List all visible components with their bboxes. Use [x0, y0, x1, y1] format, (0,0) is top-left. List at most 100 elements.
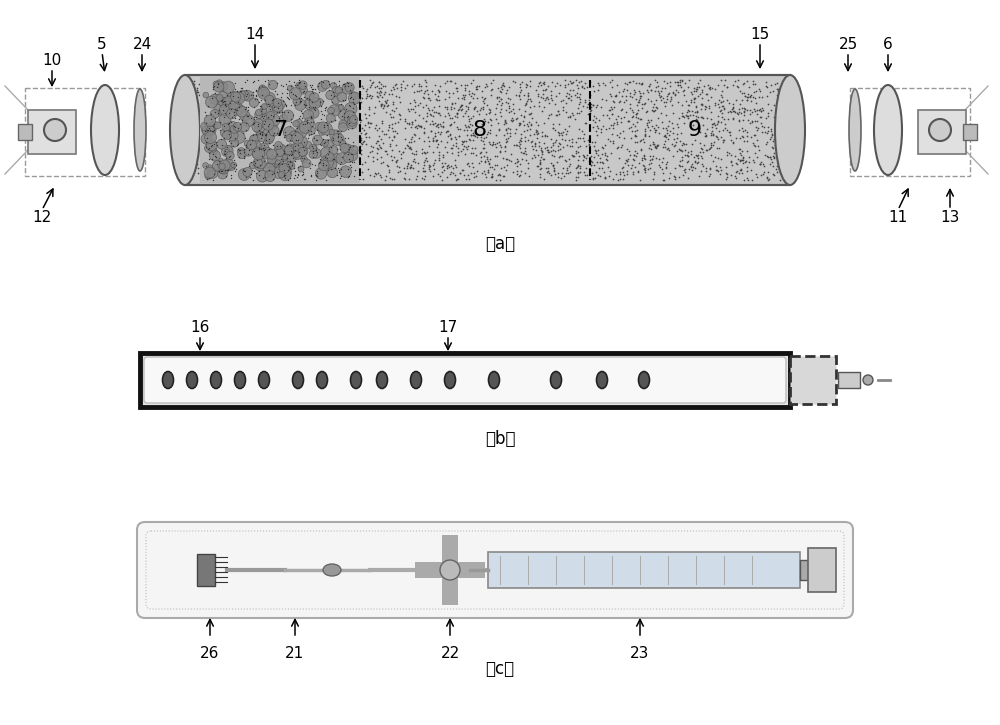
Point	[512, 82, 528, 94]
Point	[732, 132, 748, 144]
Point	[227, 83, 243, 95]
Point	[497, 141, 513, 152]
Point	[611, 96, 627, 108]
Point	[691, 170, 707, 182]
Point	[246, 97, 262, 109]
Point	[529, 133, 545, 144]
Point	[421, 104, 437, 115]
Point	[288, 117, 304, 128]
Point	[651, 89, 667, 101]
Point	[684, 105, 700, 117]
Point	[219, 145, 235, 157]
Point	[208, 78, 224, 90]
Point	[292, 160, 308, 171]
Point	[632, 92, 648, 104]
Point	[291, 112, 307, 123]
Point	[739, 91, 755, 103]
Point	[556, 170, 572, 181]
Point	[375, 102, 391, 114]
Point	[546, 162, 562, 173]
Point	[459, 80, 475, 91]
Point	[554, 133, 570, 144]
Point	[679, 107, 695, 118]
Point	[449, 121, 465, 133]
Point	[460, 101, 476, 112]
Point	[254, 128, 270, 140]
Point	[616, 83, 632, 95]
Point	[544, 149, 560, 160]
Point	[252, 100, 268, 112]
Point	[704, 125, 720, 137]
Point	[430, 138, 446, 149]
Point	[292, 96, 308, 108]
Point	[674, 107, 690, 118]
Point	[580, 134, 596, 146]
Point	[343, 162, 359, 174]
Point	[469, 165, 485, 177]
Point	[253, 100, 269, 112]
Point	[261, 168, 277, 180]
Point	[218, 139, 234, 151]
Point	[271, 98, 287, 109]
Point	[256, 107, 272, 118]
Point	[407, 96, 423, 108]
Point	[339, 77, 355, 88]
Point	[422, 118, 438, 130]
Point	[266, 101, 282, 112]
Point	[294, 170, 310, 181]
Point	[485, 74, 501, 86]
Point	[649, 139, 665, 151]
Point	[212, 166, 228, 178]
Point	[508, 88, 524, 100]
Point	[343, 125, 359, 137]
Point	[376, 100, 392, 112]
Point	[482, 113, 498, 125]
Point	[217, 160, 233, 171]
Point	[262, 170, 278, 182]
Point	[650, 139, 666, 151]
Point	[651, 154, 667, 165]
Point	[330, 141, 346, 152]
Point	[207, 144, 223, 155]
Point	[623, 162, 639, 174]
Point	[321, 145, 337, 157]
Text: （c）: （c）	[485, 660, 515, 678]
Point	[210, 83, 226, 95]
Point	[300, 166, 316, 178]
Point	[675, 137, 691, 149]
Point	[691, 125, 707, 136]
Point	[620, 160, 636, 171]
Point	[382, 109, 398, 120]
Point	[236, 85, 252, 96]
Point	[273, 91, 289, 103]
Point	[473, 155, 489, 167]
Point	[273, 133, 289, 144]
Point	[667, 77, 683, 88]
Point	[662, 76, 678, 88]
Point	[511, 103, 527, 115]
Point	[326, 90, 342, 102]
Point	[189, 120, 205, 132]
Point	[730, 108, 746, 120]
Point	[585, 121, 601, 133]
Point	[281, 149, 297, 161]
Point	[705, 139, 721, 151]
Point	[328, 169, 344, 181]
Point	[290, 136, 306, 147]
Point	[383, 84, 399, 96]
Point	[200, 88, 216, 100]
Point	[731, 143, 747, 154]
Point	[351, 78, 367, 90]
Point	[281, 104, 297, 115]
Point	[557, 134, 573, 146]
Point	[185, 136, 201, 148]
Point	[291, 75, 307, 86]
Point	[325, 97, 341, 109]
Point	[207, 94, 223, 105]
Point	[266, 139, 282, 151]
Point	[762, 158, 778, 170]
Point	[367, 167, 383, 179]
Point	[283, 86, 299, 98]
Point	[211, 149, 227, 161]
Point	[735, 154, 751, 166]
